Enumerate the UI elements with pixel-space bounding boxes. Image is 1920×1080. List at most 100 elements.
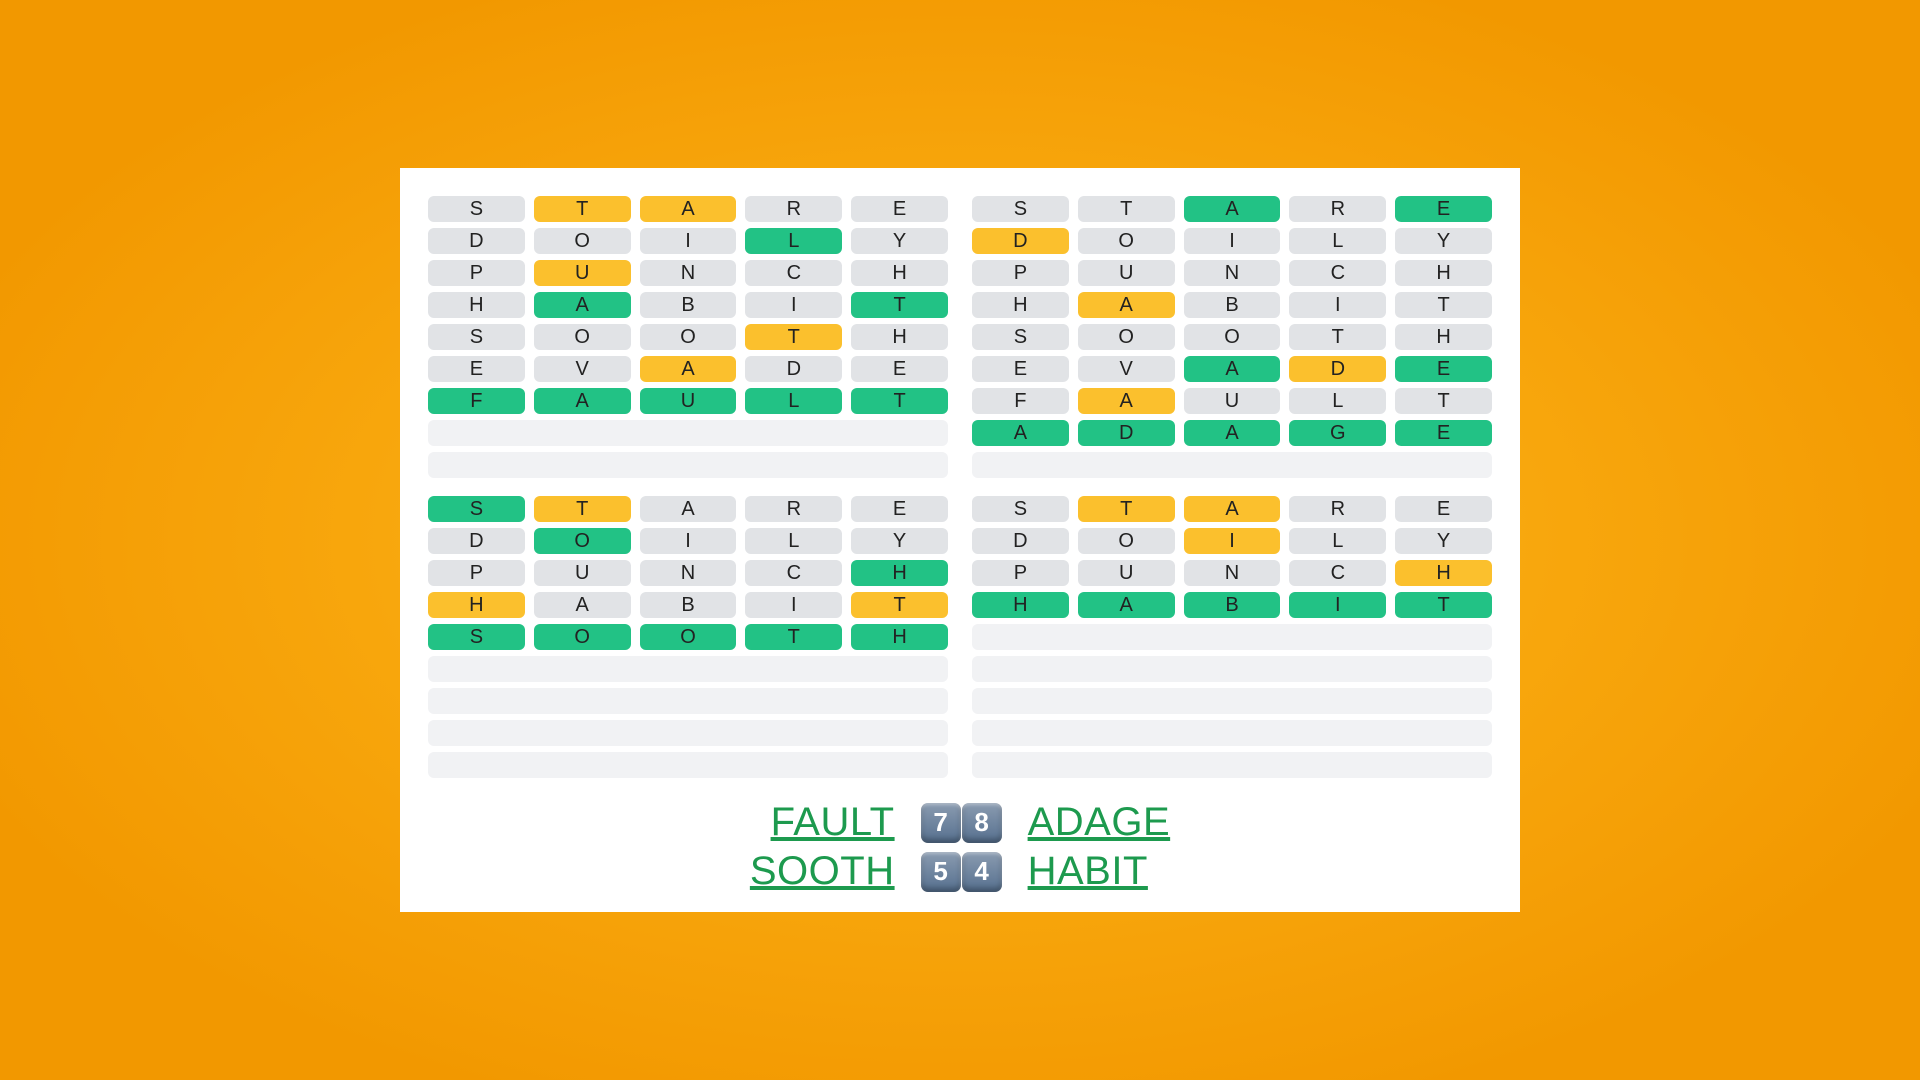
tile: L <box>1289 528 1386 554</box>
tile: C <box>745 560 842 586</box>
answer-link[interactable]: FAULT <box>750 800 895 845</box>
tile: I <box>640 528 737 554</box>
empty-row <box>428 656 948 682</box>
tile: A <box>1078 292 1175 318</box>
tile: A <box>1184 420 1281 446</box>
tile: H <box>851 624 948 650</box>
game-card: STAREDOILYPUNCHHABITSOOTHEVADEFAULTSTARE… <box>400 168 1520 912</box>
tile: D <box>972 528 1069 554</box>
tile: N <box>1184 260 1281 286</box>
tile: O <box>1078 528 1175 554</box>
tile: N <box>640 260 737 286</box>
tile: T <box>851 592 948 618</box>
tile: O <box>640 624 737 650</box>
answer-link[interactable]: HABIT <box>1028 849 1171 894</box>
tile: A <box>640 356 737 382</box>
tile: T <box>1078 496 1175 522</box>
tile: E <box>851 196 948 222</box>
tile: T <box>1078 196 1175 222</box>
tile: U <box>534 260 631 286</box>
tile: H <box>851 260 948 286</box>
tile: Y <box>851 228 948 254</box>
tile: V <box>534 356 631 382</box>
tile: A <box>534 292 631 318</box>
tile: D <box>745 356 842 382</box>
tile: E <box>428 356 525 382</box>
boards-grid: STAREDOILYPUNCHHABITSOOTHEVADEFAULTSTARE… <box>428 196 1492 778</box>
tile: C <box>1289 560 1386 586</box>
board-2: STAREDOILYPUNCHHABITSOOTHEVADEFAULTADAGE <box>972 196 1492 478</box>
tile: R <box>745 196 842 222</box>
guess-row: PUNCH <box>972 560 1492 586</box>
tile: L <box>745 388 842 414</box>
tile: A <box>640 196 737 222</box>
tile: T <box>534 196 631 222</box>
guess-row: DOILY <box>428 528 948 554</box>
empty-row <box>972 656 1492 682</box>
guess-row: HABIT <box>428 592 948 618</box>
guess-row: STARE <box>428 496 948 522</box>
tile: S <box>428 624 525 650</box>
tile: S <box>972 324 1069 350</box>
tile: I <box>745 592 842 618</box>
empty-row <box>972 452 1492 478</box>
tile: O <box>1078 324 1175 350</box>
tile: H <box>851 324 948 350</box>
board-3: STAREDOILYPUNCHHABITSOOTH <box>428 496 948 778</box>
guess-row: SOOTH <box>972 324 1492 350</box>
tile: D <box>428 228 525 254</box>
guess-row: DOILY <box>972 228 1492 254</box>
tile: A <box>640 496 737 522</box>
tile: U <box>534 560 631 586</box>
tile: D <box>1289 356 1386 382</box>
guess-row: HABIT <box>972 592 1492 618</box>
tile: E <box>1395 356 1492 382</box>
tile: H <box>1395 260 1492 286</box>
tile: O <box>534 324 631 350</box>
board-4: STAREDOILYPUNCHHABIT <box>972 496 1492 778</box>
tile: S <box>972 496 1069 522</box>
tile: L <box>1289 228 1386 254</box>
empty-row <box>428 688 948 714</box>
tile: H <box>428 592 525 618</box>
guess-row: ADAGE <box>972 420 1492 446</box>
tile: T <box>745 324 842 350</box>
tile: N <box>640 560 737 586</box>
tile: E <box>851 496 948 522</box>
tile: A <box>1184 496 1281 522</box>
guess-row: PUNCH <box>428 260 948 286</box>
tile: H <box>972 292 1069 318</box>
tile: A <box>1078 388 1175 414</box>
guess-row: EVADE <box>972 356 1492 382</box>
answer-link[interactable]: SOOTH <box>750 849 895 894</box>
tile: B <box>1184 292 1281 318</box>
tile: E <box>851 356 948 382</box>
guess-row: EVADE <box>428 356 948 382</box>
tile: R <box>745 496 842 522</box>
tile: R <box>1289 496 1386 522</box>
tile: A <box>534 592 631 618</box>
tile: I <box>745 292 842 318</box>
guess-row: HABIT <box>972 292 1492 318</box>
tile: E <box>1395 420 1492 446</box>
tile: T <box>1395 592 1492 618</box>
tile: H <box>972 592 1069 618</box>
tile: E <box>1395 196 1492 222</box>
tile: D <box>428 528 525 554</box>
empty-row <box>428 420 948 446</box>
empty-row <box>972 752 1492 778</box>
tile: C <box>1289 260 1386 286</box>
tile: H <box>428 292 525 318</box>
tile: L <box>745 528 842 554</box>
tile: H <box>1395 324 1492 350</box>
tile: T <box>851 292 948 318</box>
tile: O <box>534 624 631 650</box>
tile: E <box>1395 496 1492 522</box>
tile: F <box>428 388 525 414</box>
answer-link[interactable]: ADAGE <box>1028 800 1171 845</box>
guess-row: SOOTH <box>428 624 948 650</box>
tile: I <box>1289 592 1386 618</box>
tile: B <box>1184 592 1281 618</box>
empty-row <box>972 624 1492 650</box>
tile: U <box>640 388 737 414</box>
